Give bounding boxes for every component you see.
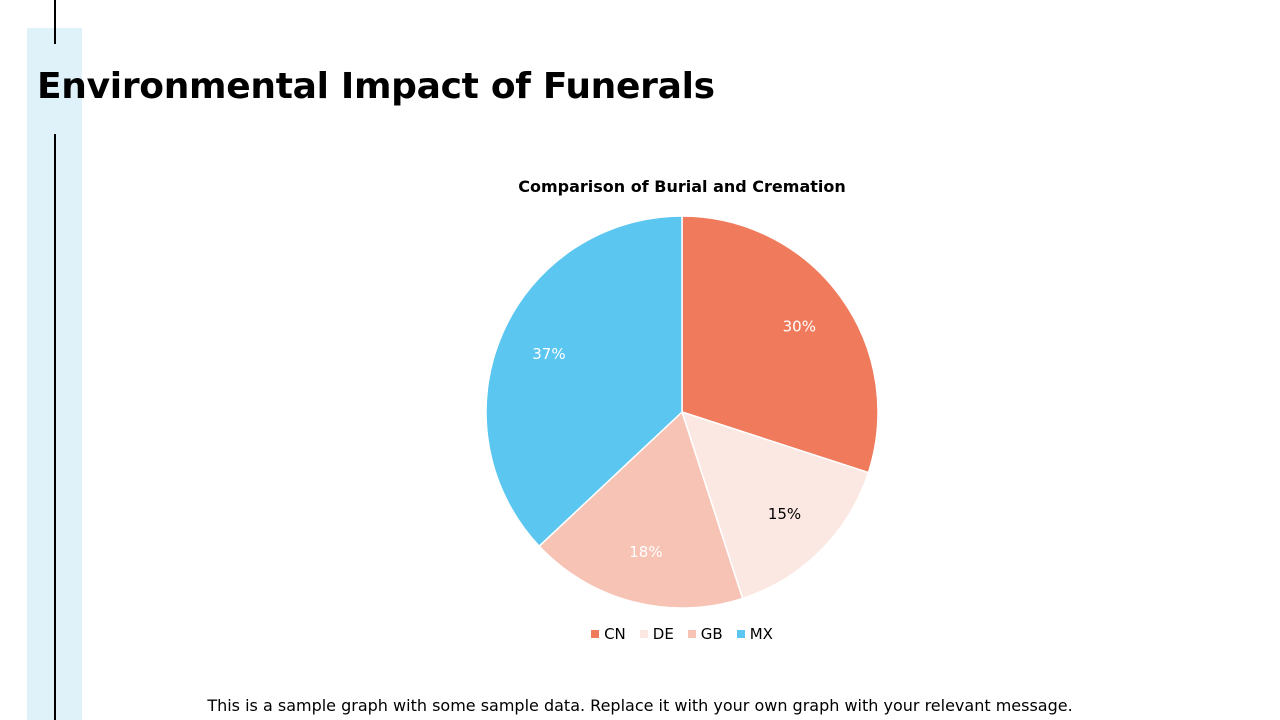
data-label-mx: 37%: [532, 345, 565, 363]
legend-swatch-gb: [687, 630, 696, 638]
vertical-rule-bottom: [54, 134, 56, 720]
slide-caption: This is a sample graph with some sample …: [207, 696, 1073, 715]
legend-swatch-mx: [736, 630, 745, 638]
legend-label-cn: CN: [604, 625, 626, 643]
chart-title: Comparison of Burial and Cremation: [518, 177, 846, 196]
pie-slice-de: [680, 410, 870, 600]
data-label-cn: 30%: [783, 317, 816, 335]
legend-item-de: DE: [639, 625, 674, 643]
legend-item-mx: MX: [736, 625, 773, 643]
pie-slice-mx: [485, 215, 683, 548]
pie-chart: 30% 15% 18% 37%: [485, 215, 879, 609]
legend-swatch-de: [639, 630, 648, 638]
pie-slice-cn: [681, 215, 879, 474]
legend-label-mx: MX: [749, 625, 773, 643]
legend-swatch-cn: [591, 630, 600, 638]
chart-legend: CN DE GB MX: [432, 625, 932, 643]
legend-label-gb: GB: [700, 625, 723, 643]
slide-title: Environmental Impact of Funerals: [37, 66, 715, 107]
legend-label-de: DE: [652, 625, 674, 643]
data-label-de: 15%: [768, 505, 801, 523]
legend-item-gb: GB: [687, 625, 723, 643]
pie-slice-gb: [538, 410, 744, 609]
vertical-rule-top: [54, 0, 56, 44]
data-label-gb: 18%: [629, 543, 662, 561]
legend-item-cn: CN: [591, 625, 626, 643]
